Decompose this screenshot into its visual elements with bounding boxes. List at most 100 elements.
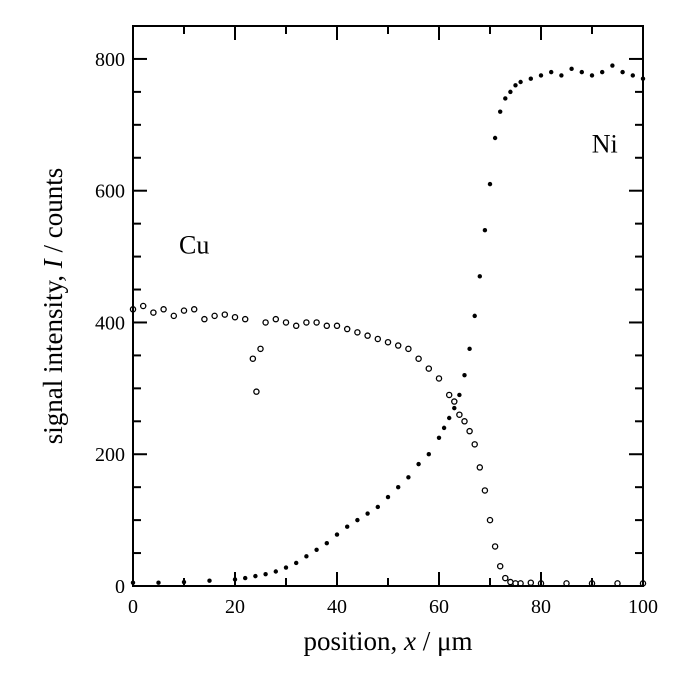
cu-data-point <box>139 302 147 310</box>
y-tick-label: 800 <box>95 49 125 71</box>
cu-data-point <box>221 311 229 318</box>
ni-data-point <box>406 475 411 480</box>
cu-data-point <box>445 391 453 399</box>
plot-frame <box>132 25 644 587</box>
cu-data-point <box>241 315 249 323</box>
ni-data-point <box>589 73 595 78</box>
ni-data-point <box>447 415 452 421</box>
cu-data-point <box>272 315 280 323</box>
ni-data-point <box>498 109 503 114</box>
ni-data-point <box>324 540 329 546</box>
ni-data-point <box>375 504 380 510</box>
axis-ticks <box>132 25 644 587</box>
series-annotation: Ni <box>592 129 618 158</box>
x-axis-label: position, x / μm <box>304 626 473 656</box>
cu-data-point <box>405 345 412 353</box>
cu-data-point <box>180 307 188 314</box>
ni-data-point <box>385 494 391 500</box>
ni-data-point <box>283 565 289 570</box>
cu-data-point <box>160 306 167 313</box>
cu-data-point <box>425 365 433 372</box>
ni-data-point <box>477 274 482 279</box>
ni-data-point <box>416 461 421 467</box>
ni-data-point <box>569 66 574 72</box>
ni-data-point <box>273 569 278 574</box>
cu-data-point <box>190 306 198 313</box>
cu-data-point <box>253 388 260 395</box>
ni-data-point <box>232 577 238 582</box>
ni-data-point <box>253 573 258 579</box>
ni-data-point <box>462 372 467 378</box>
ni-data-point <box>263 571 268 577</box>
cu-data-point <box>282 319 290 326</box>
cu-data-point <box>384 338 392 346</box>
annotations: Cu Ni <box>179 129 618 259</box>
y-tick-label: 400 <box>95 312 125 334</box>
ni-data-point <box>314 547 319 552</box>
ni-data-point <box>243 575 248 581</box>
ni-data-point <box>156 580 161 585</box>
cu-data-point <box>129 306 137 313</box>
ni-data-point <box>441 425 447 431</box>
cu-data-point <box>451 398 458 405</box>
cu-data-point <box>486 516 494 524</box>
y-tick-label: 600 <box>95 181 125 203</box>
cu-data-point <box>502 574 509 582</box>
ni-data-point <box>600 69 605 75</box>
cu-data-point <box>496 562 504 570</box>
cu-data-point <box>262 319 269 326</box>
cu-data-point <box>374 335 382 343</box>
ni-data-point <box>492 135 498 141</box>
ni-data-point <box>457 392 462 398</box>
cu-data-point <box>466 427 473 435</box>
ni-data-point <box>294 560 299 566</box>
x-tick-label: 20 <box>225 596 245 618</box>
cu-data-point <box>170 312 178 320</box>
ni-data-point <box>630 73 635 78</box>
cu-data-point <box>471 441 478 448</box>
y-axis-label: signal intensity, I / counts <box>38 168 68 445</box>
cu-data-point <box>435 375 443 382</box>
cu-data-point <box>249 355 257 362</box>
ni-data-point <box>467 346 472 352</box>
x-tick-label: 0 <box>128 596 138 618</box>
ni-data-point <box>528 76 533 81</box>
tick-labels: 0 20 40 60 80 100 0 200 400 600 800 <box>95 49 658 618</box>
cu-data-point <box>333 322 341 330</box>
ni-data-point <box>579 69 584 75</box>
cu-data-point <box>527 579 535 586</box>
cu-data-point <box>491 543 499 550</box>
y-tick-label: 0 <box>115 576 125 598</box>
x-tick-label: 40 <box>327 596 347 618</box>
cu-data-point <box>481 487 489 494</box>
cu-data-point <box>614 580 621 587</box>
ni-data-point <box>518 79 523 85</box>
cu-data-point <box>150 309 157 316</box>
x-tick-label: 60 <box>429 596 449 618</box>
cu-data-point <box>563 580 570 587</box>
series-cu <box>129 302 647 587</box>
ni-data-point <box>304 554 309 559</box>
ni-data-point <box>345 524 350 529</box>
cu-data-point <box>323 322 331 330</box>
ni-data-point <box>538 73 544 78</box>
cu-data-point <box>257 345 264 353</box>
cu-data-point <box>537 580 545 587</box>
ni-data-point <box>181 579 187 585</box>
cu-data-point <box>461 418 468 425</box>
ni-data-point <box>436 435 442 440</box>
cu-data-point <box>415 355 422 362</box>
x-tick-label: 80 <box>531 596 551 618</box>
ni-data-point <box>452 405 457 411</box>
ni-data-point <box>130 580 136 585</box>
cu-data-point <box>476 464 484 471</box>
cu-data-point <box>354 329 361 336</box>
ni-data-point <box>559 73 564 78</box>
series-annotation: Cu <box>179 230 209 259</box>
ni-data-point <box>365 511 370 516</box>
cu-data-point <box>303 319 310 326</box>
cu-data-point <box>456 411 463 418</box>
cu-data-point <box>313 319 320 326</box>
cu-data-point <box>292 322 300 330</box>
